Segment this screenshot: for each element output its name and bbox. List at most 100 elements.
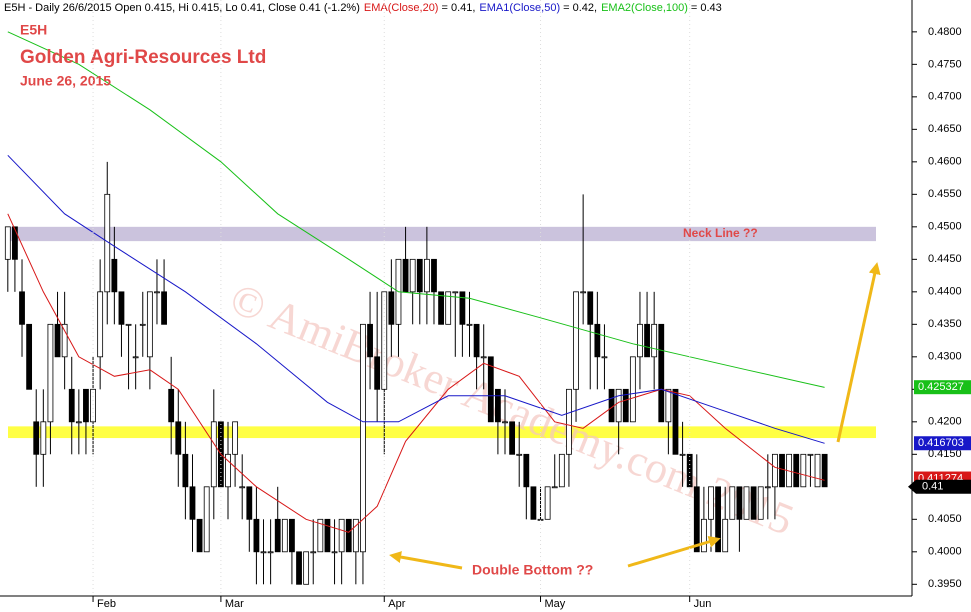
candle-body	[672, 388, 679, 455]
candle-body	[168, 388, 175, 423]
date: June 26, 2015	[20, 73, 111, 89]
candle-body	[409, 258, 416, 293]
candle-body	[289, 518, 295, 553]
candle-body	[516, 453, 523, 456]
candle-body	[530, 486, 537, 520]
header-text: E5H - Daily 26/6/2015 Open 0.415, Hi 0.4…	[4, 2, 360, 14]
candle-body	[431, 258, 437, 293]
y-tick-label: 0.4500	[928, 221, 962, 233]
arrow	[627, 535, 721, 568]
candle-body	[495, 388, 501, 423]
candle-body	[239, 486, 246, 489]
candle-body	[338, 518, 345, 553]
candle-body	[800, 453, 807, 488]
candle-body	[388, 291, 395, 325]
candle-body	[772, 453, 778, 488]
candle-body	[580, 291, 587, 294]
legend-value: = 0.43	[691, 2, 722, 14]
candle-body	[68, 388, 75, 423]
candle-body	[146, 291, 153, 358]
candle-body	[622, 388, 629, 423]
candle-body	[629, 356, 636, 423]
candle-body	[374, 356, 381, 390]
candle-body	[246, 486, 253, 520]
candle-body	[566, 388, 572, 455]
candle-body	[665, 388, 672, 423]
candle-body	[345, 518, 352, 553]
y-tick-label: 0.4750	[928, 58, 962, 70]
x-tick-label: May	[545, 598, 566, 610]
candle-body	[33, 421, 40, 455]
candle-body	[97, 291, 104, 358]
candle-body	[438, 291, 444, 325]
candle-body	[154, 291, 160, 294]
candle-body	[54, 323, 61, 358]
company: Golden Agri-Resources Ltd	[20, 47, 266, 68]
candle-body	[487, 356, 494, 423]
y-tick-label: 0.4200	[928, 416, 962, 428]
candle-body	[757, 486, 764, 520]
candle-body	[679, 453, 686, 456]
candle-body	[331, 551, 338, 554]
candle-body	[715, 486, 721, 553]
candle-body	[594, 323, 601, 358]
candle-body	[281, 518, 288, 553]
y-tick-label: 0.4550	[928, 188, 962, 200]
candle-body	[267, 551, 274, 554]
double-bottom-label: Double Bottom ??	[472, 562, 593, 578]
candle-body	[132, 356, 139, 359]
x-tick-label: Jun	[694, 598, 712, 610]
value-tag-label: 0.425327	[918, 381, 964, 393]
candle-body	[615, 388, 622, 423]
candle-body	[352, 518, 359, 553]
legend-name: EMA2(Close,100)	[601, 2, 688, 14]
candle-body	[324, 518, 331, 553]
candle-body	[189, 486, 196, 520]
value-tag-label: 0.416703	[918, 437, 964, 449]
value-tag	[914, 380, 971, 395]
band-label: Neck Line ??	[683, 226, 758, 240]
candle-body	[764, 486, 771, 489]
candle-body	[686, 453, 693, 488]
candle-body	[473, 323, 480, 358]
candle-body	[402, 258, 409, 293]
candle-body	[509, 421, 516, 455]
candle-body	[139, 323, 146, 326]
candle-body	[466, 323, 473, 326]
candle-body	[736, 486, 743, 520]
candle-body	[658, 323, 665, 423]
candle-body	[601, 356, 608, 359]
y-tick-label: 0.4800	[928, 26, 962, 38]
candle-body	[310, 551, 317, 554]
candle-body	[779, 453, 785, 488]
candle-body	[75, 421, 82, 424]
candle-body	[303, 551, 310, 585]
candle-body	[111, 258, 118, 293]
candle-body	[296, 551, 302, 585]
candle-body	[651, 323, 658, 358]
candle-body	[40, 421, 47, 455]
legend-value: = 0.41,	[441, 2, 475, 14]
ema-line	[7, 154, 825, 444]
candle-body	[317, 518, 324, 553]
y-tick-label: 0.4450	[928, 253, 962, 265]
candle-body	[750, 486, 757, 520]
candle-body	[452, 291, 459, 294]
candle-body	[708, 486, 714, 520]
candle-body	[445, 291, 452, 325]
candle-body	[743, 486, 750, 520]
candle-body	[416, 258, 423, 293]
y-tick-label: 0.4650	[928, 123, 962, 135]
candle-body	[61, 323, 68, 358]
y-tick-label: 0.4400	[928, 286, 962, 298]
arrow	[836, 262, 881, 443]
y-tick-label: 0.3950	[928, 578, 962, 590]
value-tag	[914, 436, 971, 451]
candle-body	[807, 453, 814, 456]
candle-body	[203, 486, 210, 553]
x-tick-label: Feb	[97, 598, 116, 610]
band	[8, 226, 876, 242]
candle-body	[608, 388, 615, 423]
